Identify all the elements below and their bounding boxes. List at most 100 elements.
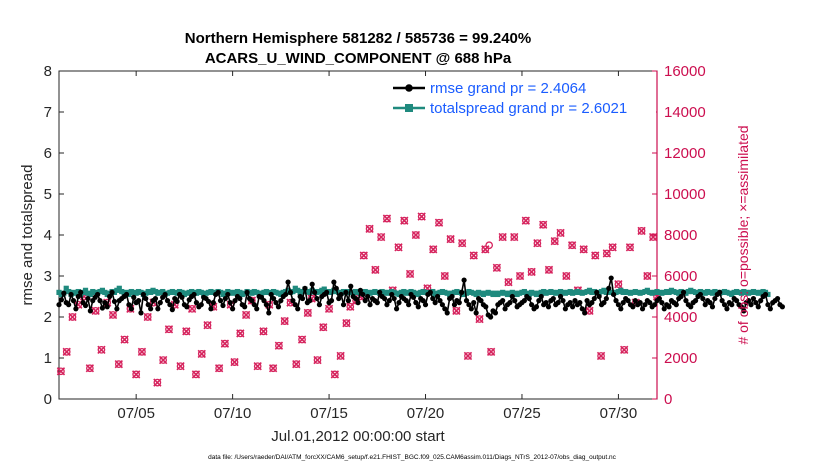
obs-possible-marker <box>109 311 117 319</box>
rmse-point <box>244 289 250 295</box>
rmse-point <box>295 306 301 312</box>
rmse-point <box>697 291 704 298</box>
rmse-point <box>463 298 470 304</box>
rmse-point <box>507 300 513 306</box>
obs-assimilated-marker <box>191 370 201 379</box>
rmse-point <box>603 295 609 302</box>
obs-assimilated-marker <box>562 271 571 281</box>
obs-possible-marker <box>176 362 185 371</box>
rmse-point <box>230 306 236 312</box>
obs-assimilated-marker <box>452 306 461 316</box>
obs-count-point <box>56 367 66 376</box>
obs-count-point <box>292 359 301 369</box>
obs-count-point <box>137 347 147 357</box>
obs-possible-marker <box>579 245 588 254</box>
obs-count-point <box>637 226 646 236</box>
rmse-point <box>647 300 653 306</box>
obs-count-point <box>585 306 594 316</box>
obs-count-point <box>197 349 206 359</box>
obs-possible-marker <box>626 243 634 252</box>
obs-count-point <box>475 314 484 324</box>
rmse-point <box>362 298 368 304</box>
obs-assimilated-marker <box>176 362 185 371</box>
rmse-point <box>625 298 631 304</box>
rmse-point <box>758 298 764 304</box>
rmse-point <box>748 302 754 308</box>
obs-count-point <box>417 212 426 221</box>
rmse-point <box>338 291 344 298</box>
obs-assimilated-marker <box>131 370 141 379</box>
rmse-point <box>746 298 752 304</box>
rmse-point <box>85 295 91 302</box>
rmse-point <box>577 300 583 306</box>
rmse-point <box>82 302 89 309</box>
obs-assimilated-marker <box>137 347 147 357</box>
rmse-point <box>637 300 643 306</box>
footnote: data file: /Users/raeder/DAI/ATM_forcXX/… <box>208 454 617 461</box>
obs-possible-marker <box>159 356 168 364</box>
rmse-point <box>594 289 600 295</box>
rmse-point <box>333 285 339 291</box>
obs-possible-marker <box>533 239 542 248</box>
obs-assimilated-marker <box>637 226 646 236</box>
rmse-point <box>242 304 248 310</box>
obs-assimilated-marker <box>434 218 444 227</box>
obs-assimilated-marker <box>85 364 95 373</box>
obs-assimilated-marker <box>608 243 617 252</box>
obs-possible-marker <box>493 263 501 272</box>
obs-possible-marker <box>138 347 146 356</box>
rmse-point <box>659 300 665 306</box>
obs-possible-marker <box>400 216 409 225</box>
obs-possible-marker <box>57 367 65 376</box>
rmse-point <box>618 306 624 312</box>
legend-box <box>388 76 656 122</box>
rmse-point <box>393 306 400 312</box>
rmse-point <box>97 298 103 304</box>
obs-assimilated-marker <box>614 280 623 289</box>
rmse-point <box>396 300 402 306</box>
rmse-point <box>217 298 224 304</box>
obs-count-point <box>463 351 473 361</box>
obs-possible-marker <box>394 243 403 252</box>
obs-count-point <box>608 243 617 252</box>
totalspread-point <box>66 288 72 295</box>
rmse-point <box>357 287 364 293</box>
obs-assimilated-marker <box>114 359 123 369</box>
chart-subtitle: ACARS_U_WIND_COMPONENT @ 688 hPa <box>205 50 512 67</box>
obs-possible-marker <box>365 225 374 233</box>
rmse-point <box>683 298 689 304</box>
rmse-point <box>184 304 190 310</box>
rmse-point <box>222 295 228 302</box>
rmse-point <box>779 304 785 310</box>
rmse-point <box>639 306 646 312</box>
obs-count-point <box>371 265 380 275</box>
obs-possible-marker <box>452 306 461 315</box>
rmse-point <box>104 304 110 310</box>
rmse-point <box>468 306 474 312</box>
rmse-point <box>386 298 392 304</box>
x-tick-label: 07/15 <box>310 405 348 422</box>
obs-possible-marker <box>346 302 355 311</box>
obs-assimilated-marker <box>510 232 519 242</box>
rmse-point <box>328 298 335 304</box>
obs-assimilated-marker <box>292 359 301 369</box>
rmse-point <box>738 304 744 310</box>
obs-count-point <box>539 220 548 229</box>
obs-assimilated-marker <box>91 306 100 316</box>
rmse-point <box>613 298 619 304</box>
obs-possible-marker <box>188 304 196 313</box>
obs-count-point <box>643 271 652 281</box>
rmse-point <box>774 295 781 302</box>
obs-assimilated-marker <box>214 364 224 373</box>
y-axis-left-label: rmse and totalspread <box>19 165 36 306</box>
rmse-point <box>526 295 532 302</box>
rmse-point <box>753 300 759 306</box>
totalspread-point <box>160 288 166 295</box>
rmse-point <box>345 298 351 304</box>
rmse-point <box>449 293 455 300</box>
obs-assimilated-marker <box>143 312 152 322</box>
rmse-point <box>266 310 272 316</box>
rmse-point <box>123 291 130 298</box>
obs-count-point <box>187 304 197 313</box>
rmse-point <box>521 298 527 304</box>
